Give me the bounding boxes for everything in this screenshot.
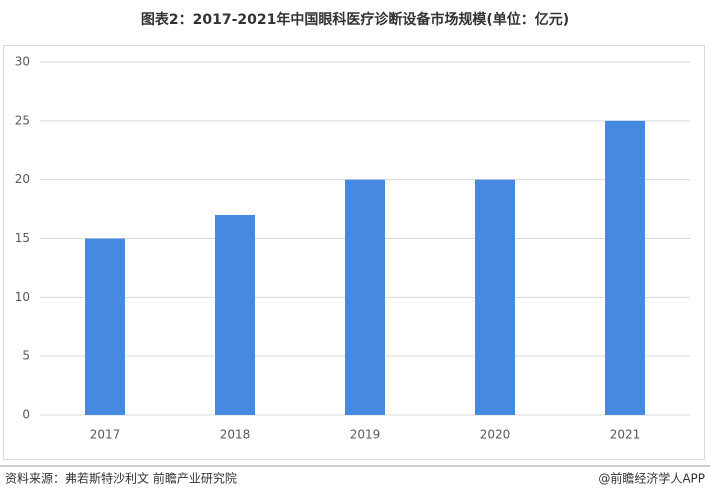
- bar: [345, 179, 385, 415]
- chart-frame: [3, 45, 705, 460]
- y-tick-label: 25: [15, 113, 30, 127]
- y-tick-label: 15: [15, 231, 30, 245]
- x-tick-label: 2020: [480, 428, 511, 442]
- bar: [85, 238, 125, 415]
- credit-text: @前瞻经济学人APP: [598, 471, 705, 486]
- x-tick-label: 2018: [220, 428, 251, 442]
- chart-title: 图表2：2017-2021年中国眼科医疗诊断设备市场规模(单位：亿元): [141, 11, 569, 28]
- bar: [215, 214, 255, 415]
- y-tick-label: 5: [22, 349, 30, 363]
- bar: [605, 120, 645, 415]
- source-text: 资料来源：弗若斯特沙利文 前瞻产业研究院: [5, 471, 237, 486]
- bar: [475, 179, 515, 415]
- x-tick-label: 2021: [610, 428, 641, 442]
- y-tick-label: 0: [22, 408, 30, 422]
- x-tick-label: 2017: [90, 428, 121, 442]
- y-tick-label: 20: [15, 172, 30, 186]
- y-tick-label: 10: [15, 290, 30, 304]
- y-tick-label: 30: [15, 55, 30, 69]
- x-tick-label: 2019: [350, 428, 381, 442]
